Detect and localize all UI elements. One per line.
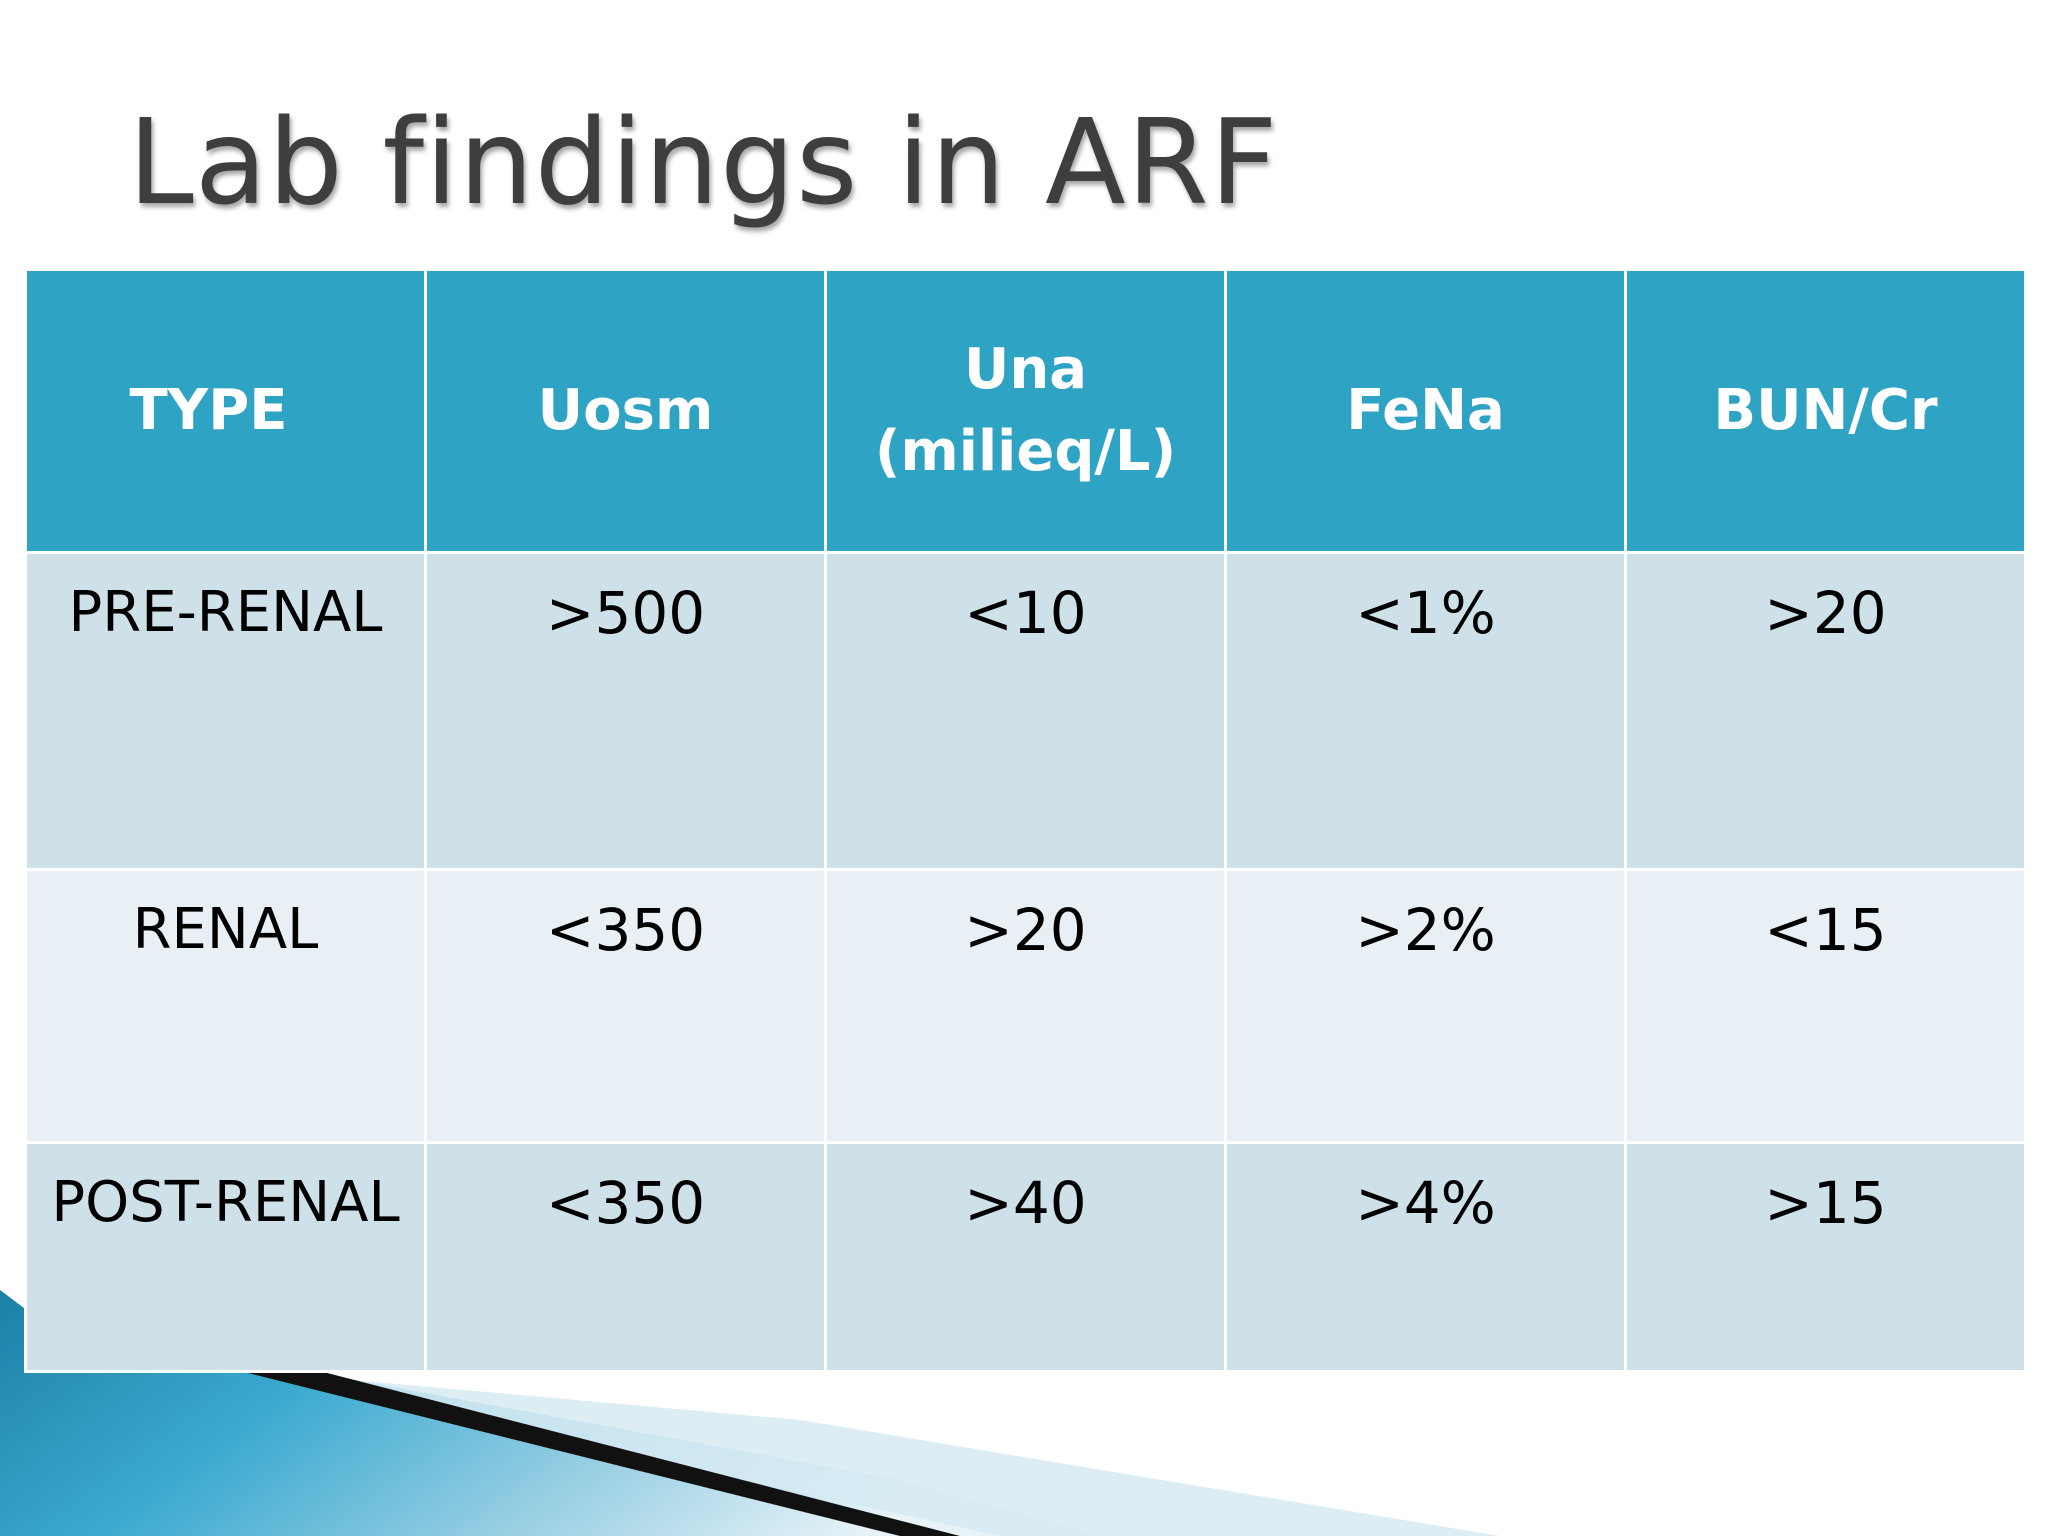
cell-una: >40 [824, 1141, 1227, 1373]
cell-type: PRE-RENAL [24, 551, 427, 871]
header-fena: FeNa [1224, 268, 1627, 554]
table-row: RENAL <350 >20 >2% <15 [24, 868, 2027, 1144]
cell-type: POST-RENAL [24, 1141, 427, 1373]
cell-bun-cr: >20 [1624, 551, 2027, 871]
cell-fena: >4% [1224, 1141, 1627, 1373]
header-bun-cr: BUN/Cr [1624, 268, 2027, 554]
cell-uosm: <350 [424, 868, 827, 1144]
cell-uosm: <350 [424, 1141, 827, 1373]
header-uosm: Uosm [424, 268, 827, 554]
lab-findings-table: TYPE Uosm Una (milieq/L) FeNa BUN/Cr PRE… [24, 268, 2027, 1373]
cell-bun-cr: <15 [1624, 868, 2027, 1144]
cell-una: <10 [824, 551, 1227, 871]
header-type: TYPE [24, 268, 427, 554]
cell-una: >20 [824, 868, 1227, 1144]
header-una: Una (milieq/L) [824, 268, 1227, 554]
cell-uosm: >500 [424, 551, 827, 871]
table-row: POST-RENAL <350 >40 >4% >15 [24, 1141, 2027, 1373]
dark-swoosh-stripe [220, 1366, 960, 1536]
table-row: PRE-RENAL >500 <10 <1% >20 [24, 551, 2027, 871]
table-header-row: TYPE Uosm Una (milieq/L) FeNa BUN/Cr [24, 268, 2027, 554]
cell-fena: <1% [1224, 551, 1627, 871]
light-swoosh [240, 1370, 1500, 1536]
cell-fena: >2% [1224, 868, 1627, 1144]
header-una-line1: Una [963, 337, 1088, 402]
cell-type: RENAL [24, 868, 427, 1144]
slide-title: Lab findings in ARF [128, 93, 1279, 231]
cell-bun-cr: >15 [1624, 1141, 2027, 1373]
header-una-line2: (milieq/L) [874, 419, 1177, 484]
